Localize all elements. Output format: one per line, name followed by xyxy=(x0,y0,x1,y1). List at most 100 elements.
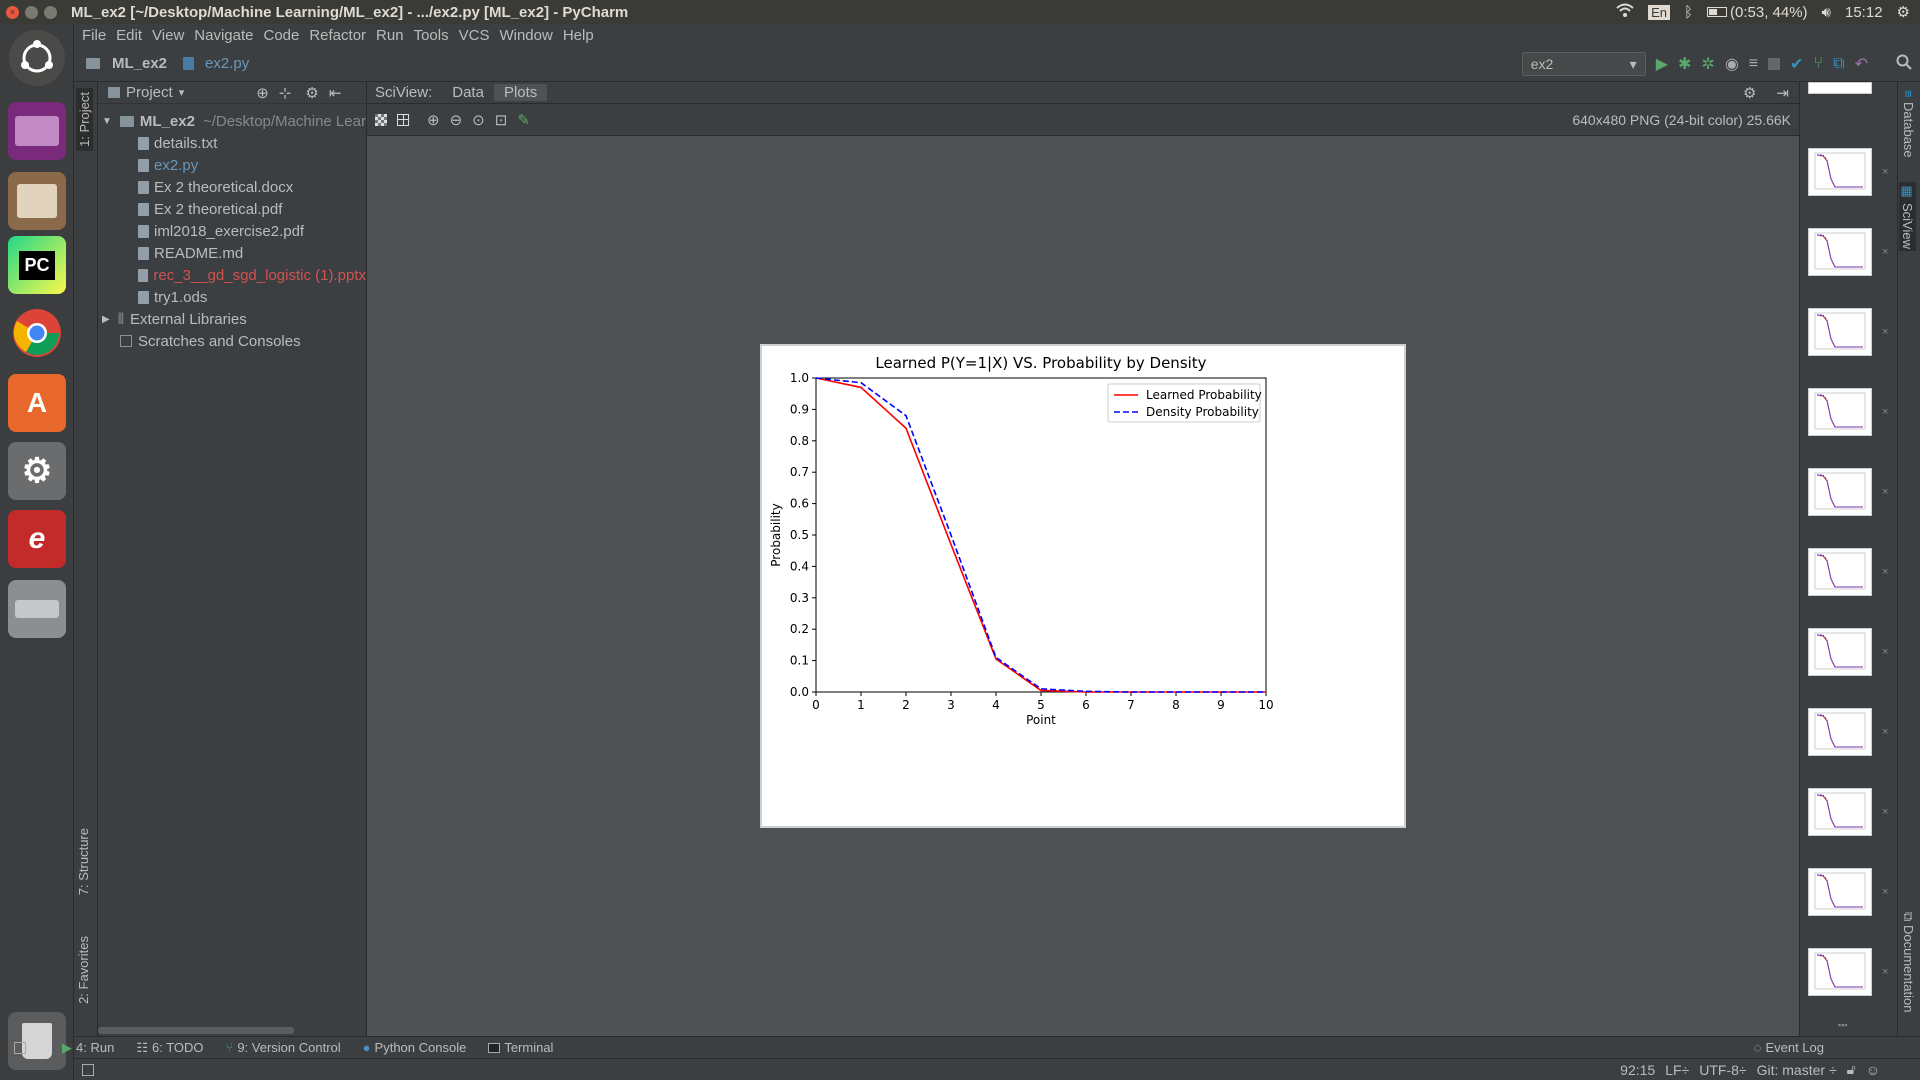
color-picker-icon[interactable]: ✎ xyxy=(517,111,530,129)
horizontal-scrollbar[interactable] xyxy=(98,1027,294,1034)
chrome-icon[interactable] xyxy=(8,304,66,362)
workspace-switcher-icon[interactable] xyxy=(8,102,66,160)
tab-structure[interactable]: 7: Structure xyxy=(76,828,91,896)
close-thumbnail-icon[interactable]: × xyxy=(1882,406,1889,418)
tree-external-libraries[interactable]: ▶ ⫴ External Libraries xyxy=(98,308,366,330)
menu-refactor[interactable]: Refactor xyxy=(309,26,367,44)
breadcrumb-file[interactable]: ex2.py xyxy=(183,55,249,72)
collapse-all-icon[interactable]: ⊹ xyxy=(278,84,292,102)
tree-file-item[interactable]: iml2018_exercise2.pdf xyxy=(98,220,366,242)
plot-thumbnail[interactable] xyxy=(1808,468,1872,516)
ubuntu-dash-icon[interactable] xyxy=(9,30,65,86)
caret-position[interactable]: 92:15 xyxy=(1620,1061,1656,1078)
tool-terminal[interactable]: Terminal xyxy=(488,1040,553,1055)
tab-favorites[interactable]: 2: Favorites xyxy=(76,936,91,1004)
hide-bars-icon[interactable] xyxy=(14,1041,26,1054)
tree-file-item[interactable]: try1.ods xyxy=(98,286,366,308)
search-everywhere-icon[interactable] xyxy=(1896,54,1912,74)
concurrency-icon[interactable]: ≡ xyxy=(1748,55,1759,72)
zoom-in-icon[interactable]: ⊕ xyxy=(427,111,440,129)
tab-data[interactable]: Data xyxy=(452,84,484,101)
debug-icon[interactable]: ✱ xyxy=(1678,56,1692,73)
settings-gear-icon[interactable]: ⚙ xyxy=(305,84,319,102)
plot-thumbnail[interactable] xyxy=(1808,708,1872,756)
plot-thumbnail[interactable] xyxy=(1808,628,1872,676)
close-thumbnail-icon[interactable]: × xyxy=(1882,726,1889,738)
plot-thumbnail[interactable] xyxy=(1808,82,1872,94)
chevron-down-icon[interactable]: ▾ xyxy=(178,87,185,99)
plot-thumbnail[interactable] xyxy=(1808,868,1872,916)
tool-version-control[interactable]: ⑂ 9: Version Control xyxy=(226,1040,341,1055)
tree-file-item[interactable]: details.txt xyxy=(98,132,366,154)
tab-sciview[interactable]: ▦ SciView xyxy=(1899,182,1916,252)
git-branch[interactable]: Git: master ÷ xyxy=(1756,1061,1837,1078)
plot-thumbnail[interactable] xyxy=(1808,948,1872,996)
vcs-revert-icon[interactable]: ↶ xyxy=(1854,56,1868,73)
volume-icon[interactable]: 🔊︎ xyxy=(1821,3,1831,21)
plot-thumbnail[interactable] xyxy=(1808,228,1872,276)
tree-file-item[interactable]: Ex 2 theoretical.pdf xyxy=(98,198,366,220)
close-thumbnail-icon[interactable]: × xyxy=(1882,246,1889,258)
stop-icon[interactable] xyxy=(1768,58,1781,70)
maximize-window-icon[interactable] xyxy=(44,5,57,19)
battery-indicator[interactable]: (0:53, 44%) xyxy=(1707,4,1808,21)
menu-edit[interactable]: Edit xyxy=(116,26,143,44)
zoom-out-icon[interactable]: ⊖ xyxy=(449,111,463,129)
tab-documentation[interactable]: ⧉ Documentation xyxy=(1901,912,1916,1013)
tool-todo[interactable]: ☷ 6: TODO xyxy=(136,1040,203,1056)
plot-thumbnail[interactable] xyxy=(1808,548,1872,596)
menu-vcs[interactable]: VCS xyxy=(458,26,490,44)
lock-icon[interactable]: 🔓︎ xyxy=(1846,1061,1856,1077)
hide-panel-icon[interactable]: ⇤ xyxy=(328,84,342,102)
plot-thumbnail[interactable] xyxy=(1808,788,1872,836)
file-encoding[interactable]: UTF-8÷ xyxy=(1699,1061,1747,1078)
plot-thumbnail[interactable] xyxy=(1808,308,1872,356)
project-view-selector[interactable]: Project xyxy=(126,84,173,101)
menu-window[interactable]: Window xyxy=(499,26,553,44)
tree-file-item[interactable]: Ex 2 theoretical.docx xyxy=(98,176,366,198)
run-config-select[interactable]: ex2 ▾ xyxy=(1521,52,1646,76)
grid-icon[interactable] xyxy=(397,113,409,126)
vcs-compare-icon[interactable]: ⧉ xyxy=(1833,55,1845,72)
vcs-commit-icon[interactable]: ⑂ xyxy=(1813,55,1824,72)
menu-file[interactable]: File xyxy=(82,26,107,44)
tree-file-item[interactable]: ex2.py xyxy=(98,154,366,176)
close-thumbnail-icon[interactable]: × xyxy=(1882,646,1889,658)
close-thumbnail-icon[interactable]: × xyxy=(1882,966,1889,978)
plot-thumbnail[interactable] xyxy=(1808,148,1872,196)
disk-drive-icon[interactable] xyxy=(8,580,66,638)
close-thumbnail-icon[interactable]: × xyxy=(1882,886,1889,898)
plot-thumbnail[interactable] xyxy=(1808,388,1872,436)
tool-run[interactable]: ▶ 4: Run xyxy=(62,1040,114,1056)
close-thumbnail-icon[interactable]: × xyxy=(1882,486,1889,498)
hide-sciview-icon[interactable]: ⇥ xyxy=(1776,84,1789,102)
actual-size-icon[interactable]: ⊙ xyxy=(472,111,485,129)
close-thumbnail-icon[interactable]: × xyxy=(1882,806,1889,818)
power-gear-icon[interactable]: ⚙ xyxy=(1896,4,1910,21)
thumbnail-scroll-handle[interactable]: ▪▪▪ xyxy=(1838,1020,1848,1030)
inspector-icon[interactable]: ☺ xyxy=(1865,1061,1880,1078)
minimize-window-icon[interactable] xyxy=(25,5,38,19)
coverage-icon[interactable]: ✲ xyxy=(1701,56,1715,73)
close-thumbnail-icon[interactable]: × xyxy=(1882,566,1889,578)
pycharm-icon[interactable]: PC xyxy=(8,236,66,294)
profile-icon[interactable]: ◉ xyxy=(1724,56,1739,73)
chevron-down-icon[interactable]: ▼ xyxy=(102,115,112,127)
wifi-icon[interactable] xyxy=(1616,3,1634,21)
locate-file-icon[interactable]: ⊕ xyxy=(256,84,269,102)
system-settings-icon[interactable]: ⚙ xyxy=(8,442,66,500)
menu-help[interactable]: Help xyxy=(562,26,594,44)
software-center-icon[interactable]: A xyxy=(8,374,66,432)
trash-icon[interactable] xyxy=(8,1012,66,1070)
tool-event-log[interactable]: ◌ Event Log xyxy=(1754,1040,1824,1055)
tab-database[interactable]: ≡ Database xyxy=(1901,90,1916,157)
breadcrumb-project[interactable]: ML_ex2 xyxy=(86,55,167,72)
menu-navigate[interactable]: Navigate xyxy=(194,26,254,44)
keyboard-layout-indicator[interactable]: En xyxy=(1648,4,1670,20)
chessboard-background-icon[interactable] xyxy=(375,113,387,126)
close-window-icon[interactable]: × xyxy=(6,5,19,19)
bluetooth-icon[interactable]: ᛒ xyxy=(1683,3,1693,21)
files-icon[interactable] xyxy=(8,172,66,230)
tree-file-item[interactable]: README.md xyxy=(98,242,366,264)
tree-scratches[interactable]: Scratches and Consoles xyxy=(98,330,366,352)
